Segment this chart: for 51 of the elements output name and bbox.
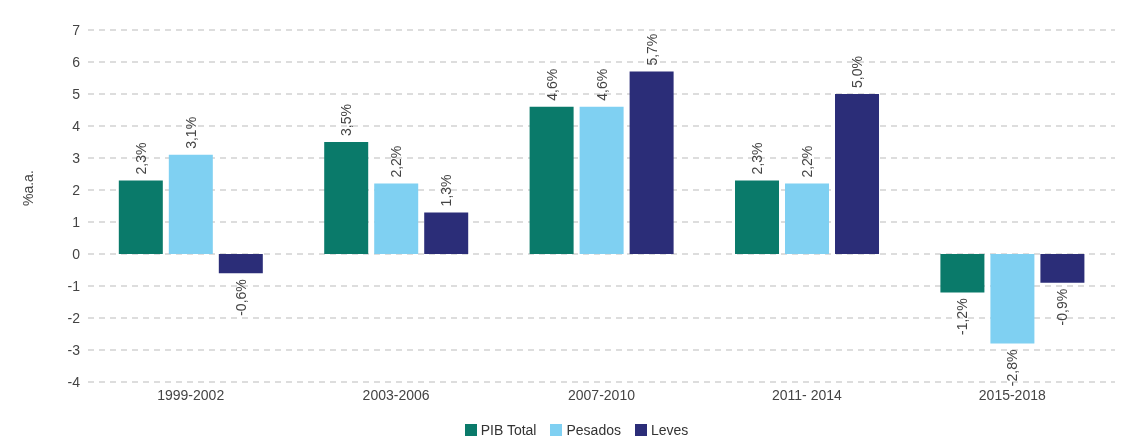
data-label: 3,5% — [338, 104, 355, 136]
legend-label: Leves — [650, 422, 689, 438]
legend-label: Pesados — [566, 422, 621, 438]
data-label: 2,3% — [749, 142, 766, 175]
x-tick-label: 1999-2002 — [157, 386, 225, 403]
x-tick-label: 2011- 2014 — [771, 386, 843, 403]
bar — [785, 183, 830, 254]
data-label: 5,0% — [849, 56, 866, 88]
bar — [374, 183, 419, 254]
y-tick-label: 4 — [72, 117, 81, 134]
y-tick-label: 7 — [72, 21, 81, 38]
data-label: -1,2% — [954, 298, 971, 335]
y-tick-label: -1 — [67, 277, 81, 294]
y-tick-label: -4 — [67, 373, 81, 390]
data-label: -2,8% — [1004, 349, 1021, 387]
y-axis-title: %a.a. — [19, 170, 36, 206]
bar — [735, 180, 780, 254]
bar — [940, 254, 985, 293]
data-label: 5,7% — [643, 33, 660, 66]
y-tick-label: 1 — [72, 213, 81, 230]
bar — [990, 254, 1035, 344]
bar — [629, 71, 674, 254]
data-label: 4,6% — [593, 68, 610, 101]
bar — [579, 106, 624, 254]
bar — [424, 212, 469, 254]
y-tick-label: -3 — [67, 341, 81, 358]
y-tick-label: -2 — [67, 309, 81, 326]
data-label: 4,6% — [543, 68, 560, 101]
y-tick-label: 2 — [72, 181, 81, 198]
data-label: -0,9% — [1054, 288, 1071, 326]
y-tick-label: 0 — [72, 245, 81, 262]
x-tick-label: 2007-2010 — [568, 386, 636, 403]
bar — [218, 254, 263, 274]
legend-label: PIB Total — [480, 422, 537, 438]
data-label: 2,2% — [388, 145, 405, 178]
y-tick-label: 5 — [72, 85, 81, 102]
data-label: 2,3% — [132, 142, 149, 175]
bar — [324, 142, 369, 254]
y-tick-label: 6 — [72, 53, 81, 70]
data-label: 2,2% — [799, 145, 816, 178]
bar — [168, 154, 213, 254]
bar — [835, 94, 880, 254]
x-tick-label: 2015-2018 — [978, 386, 1046, 403]
y-tick-label: 3 — [72, 149, 81, 166]
data-label: -0,6% — [232, 279, 249, 316]
x-tick-label: 2003-2006 — [362, 386, 430, 403]
bar — [1040, 254, 1085, 283]
data-label: 3,1% — [182, 116, 199, 149]
bar — [118, 180, 163, 254]
bar — [529, 106, 574, 254]
data-label: 1,3% — [438, 174, 455, 207]
